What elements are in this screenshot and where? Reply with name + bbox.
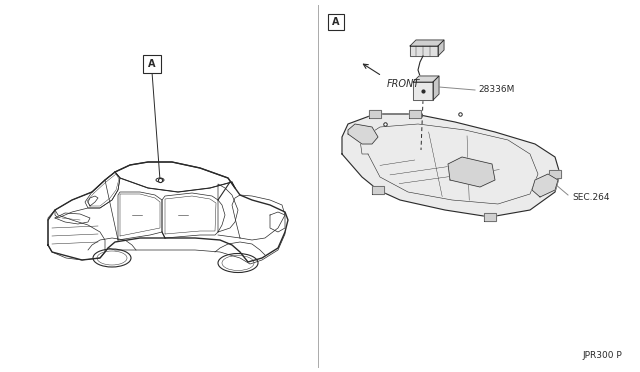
Polygon shape: [484, 213, 496, 221]
Polygon shape: [413, 76, 439, 82]
Text: 28336M: 28336M: [478, 86, 515, 94]
Polygon shape: [532, 174, 558, 197]
Text: JPR300 P: JPR300 P: [582, 351, 622, 360]
Polygon shape: [433, 76, 439, 100]
Text: FRONT: FRONT: [387, 79, 420, 89]
Polygon shape: [413, 82, 433, 100]
Polygon shape: [348, 124, 378, 144]
Text: SEC.264: SEC.264: [572, 192, 609, 202]
FancyBboxPatch shape: [328, 14, 344, 30]
FancyBboxPatch shape: [143, 55, 161, 73]
Polygon shape: [438, 40, 444, 56]
Text: A: A: [148, 59, 156, 69]
Polygon shape: [342, 114, 560, 217]
Polygon shape: [372, 186, 384, 194]
Polygon shape: [549, 170, 561, 178]
Polygon shape: [369, 110, 381, 118]
Polygon shape: [409, 110, 421, 118]
Polygon shape: [410, 40, 444, 46]
Polygon shape: [448, 157, 495, 187]
Text: A: A: [332, 17, 340, 27]
Polygon shape: [410, 46, 438, 56]
